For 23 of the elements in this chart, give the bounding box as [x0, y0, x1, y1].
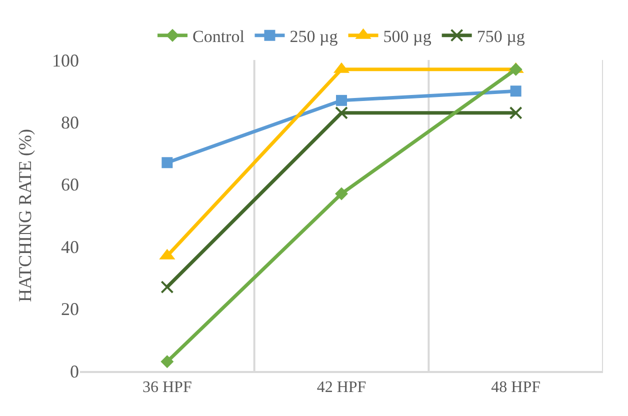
legend-label: Control: [192, 26, 245, 46]
point: [335, 106, 348, 120]
point: [162, 157, 173, 168]
y-tick-label: 20: [61, 299, 79, 320]
point: [509, 62, 522, 76]
x-tick-label: 48 HPF: [491, 379, 541, 396]
x-tick-label: 42 HPF: [316, 379, 366, 396]
y-tick-label: 100: [52, 50, 79, 70]
legend-label: 500 µg: [383, 26, 432, 46]
y-tick-label: 40: [61, 236, 79, 257]
legend-label: 250 µg: [290, 26, 338, 46]
legend-label: 750 µg: [476, 26, 526, 46]
point: [335, 187, 348, 200]
point: [509, 106, 522, 120]
point: [160, 355, 174, 368]
point: [510, 86, 522, 97]
y-axis-title: HATCHING RATE (%): [15, 129, 36, 302]
point: [336, 94, 347, 106]
y-tick-label: 0: [70, 361, 79, 382]
x-tick-label: 36 HPF: [142, 379, 192, 396]
point: [160, 280, 174, 294]
y-tick-label: 60: [61, 174, 79, 195]
y-tick-label: 80: [61, 112, 79, 132]
